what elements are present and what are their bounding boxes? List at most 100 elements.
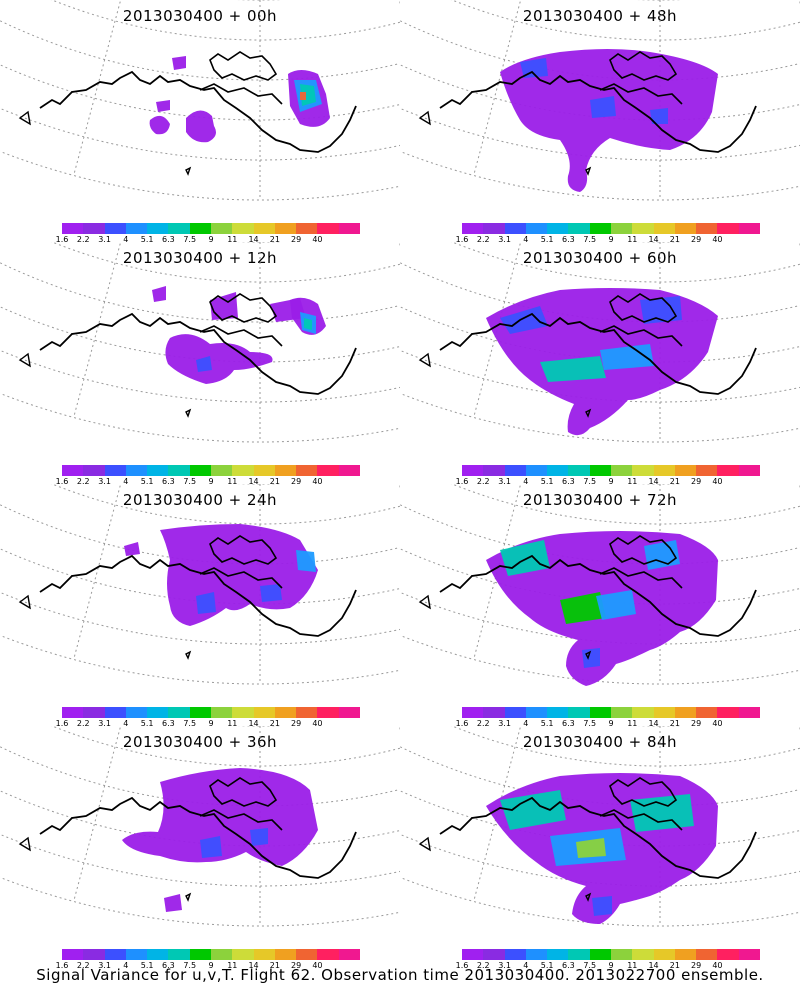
colorbar-swatch [674, 707, 697, 718]
map-panel-48h: 2013030400 + 48h 1.6 2.2 3.1 4 5.1 6.3 7.5 9 11 1… [400, 0, 800, 245]
variance-region [152, 286, 166, 302]
colorbar-swatch [568, 465, 590, 476]
colorbar-tick-label: 21 [269, 961, 280, 970]
colorbar-swatch [696, 707, 718, 718]
colorbar-swatch [83, 707, 105, 718]
colorbar-tick-label: 9 [608, 477, 614, 486]
colorbar-tick-label: 21 [269, 719, 280, 728]
colorbar-tick-label: 1.6 [55, 961, 69, 970]
colorbar-swatch [274, 949, 297, 960]
colorbar-swatch [717, 465, 739, 476]
colorbar-tick-label: 29 [691, 961, 702, 970]
colorbar-swatch [253, 465, 275, 476]
colorbar-tick-label: 40 [712, 961, 723, 970]
colorbar-swatch [547, 223, 569, 234]
panel-title: 2013030400 + 60h [522, 249, 678, 267]
colorbar-tick-label: 14 [248, 719, 259, 728]
colorbar-swatch [632, 707, 654, 718]
map-panel-84h: 2013030400 + 84h 1.6 2.2 3.1 4 5.1 6.3 7.5 9 11 1… [400, 726, 800, 971]
map-panel-36h: 2013030400 + 36h 1.6 2.2 3.1 4 5.1 6.3 7.5 9 11 1… [0, 726, 400, 971]
colorbar-tick-label: 1.6 [55, 719, 69, 728]
colorbar-swatch [696, 949, 718, 960]
colorbar-tick-label: 29 [291, 719, 302, 728]
longitude-gridline [798, 484, 800, 489]
colorbar [62, 949, 360, 960]
colorbar-swatch [653, 707, 675, 718]
variance-map [0, 242, 400, 443]
colorbar-tick-label: 3.1 [498, 719, 511, 728]
coastline [599, 51, 683, 105]
colorbar-tick-label: 29 [691, 719, 702, 728]
coastline [418, 352, 592, 418]
colorbar-tick-label: 4 [523, 235, 529, 244]
colorbar-tick-label: 3.1 [98, 477, 111, 486]
colorbar-swatch [589, 223, 611, 234]
colorbar-tick-label: 4 [123, 961, 129, 970]
colorbar-swatch [232, 707, 254, 718]
colorbar-tick-label: 6.3 [562, 719, 575, 728]
colorbar-tick-label: 21 [669, 961, 680, 970]
colorbar-swatch [504, 949, 526, 960]
colorbar-tick-label: 4 [123, 719, 129, 728]
colorbar-swatch [717, 707, 739, 718]
colorbar-swatch [317, 465, 339, 476]
latitude-gridline [0, 262, 400, 323]
latitude-gridline [0, 64, 400, 121]
variance-map [0, 726, 400, 927]
colorbar-tick-label: 4 [523, 961, 529, 970]
colorbar-tick-label: 7.5 [583, 719, 597, 728]
colorbar-tick-label: 5.1 [540, 477, 554, 486]
colorbar-tick-label: 11 [627, 235, 638, 244]
latitude-gridline [450, 484, 800, 525]
colorbar-tick-label: 3.1 [498, 961, 511, 970]
colorbar-ticks: 1.6 2.2 3.1 4 5.1 6.3 7.5 9 11 14 21 29 40 [50, 719, 370, 731]
latitude-gridline [0, 20, 400, 81]
longitude-gridline [798, 242, 800, 247]
colorbar-tick-label: 5.1 [140, 719, 154, 728]
colorbar-tick-label: 11 [627, 719, 638, 728]
colorbar-tick-label: 2.2 [476, 477, 490, 486]
colorbar-swatch [338, 223, 360, 234]
colorbar-tick-label: 21 [269, 477, 280, 486]
colorbar-swatch [296, 465, 318, 476]
variance-region [592, 896, 612, 916]
colorbar-swatch [653, 223, 675, 234]
panel-title: 2013030400 + 24h [122, 491, 278, 509]
colorbar-swatch [483, 223, 505, 234]
coastline [39, 312, 357, 395]
colorbar-swatch [168, 223, 190, 234]
colorbar-swatch [738, 465, 760, 476]
variance-map [400, 0, 800, 201]
colorbar-tick-label: 40 [312, 719, 323, 728]
colorbar-tick-label: 21 [669, 719, 680, 728]
colorbar-tick-label: 11 [227, 477, 238, 486]
colorbar-swatch [253, 949, 275, 960]
variance-region [576, 838, 606, 858]
colorbar-tick-label: 9 [208, 477, 214, 486]
colorbar-swatch [568, 949, 590, 960]
colorbar-ticks: 1.6 2.2 3.1 4 5.1 6.3 7.5 9 11 14 21 29 40 [50, 961, 370, 973]
latitude-gridline [450, 0, 800, 41]
colorbar-swatch [253, 223, 275, 234]
variance-region [540, 356, 606, 382]
colorbar-swatch [274, 465, 297, 476]
colorbar-ticks: 1.6 2.2 3.1 4 5.1 6.3 7.5 9 11 14 21 29 40 [450, 235, 770, 247]
colorbar-tick-label: 2.2 [76, 477, 90, 486]
longitude-gridline [73, 0, 122, 176]
colorbar-tick-label: 14 [248, 477, 259, 486]
colorbar-tick-label: 6.3 [562, 235, 575, 244]
colorbar-swatch [147, 465, 169, 476]
colorbar-swatch [253, 707, 275, 718]
colorbar-swatch [547, 465, 569, 476]
colorbar-tick-label: 3.1 [98, 961, 111, 970]
colorbar-tick-label: 14 [248, 961, 259, 970]
colorbar-tick-label: 29 [691, 235, 702, 244]
colorbar-tick-label: 7.5 [583, 961, 597, 970]
coastline [439, 796, 757, 879]
colorbar-swatch [717, 949, 739, 960]
colorbar-swatch [296, 707, 318, 718]
coastline [599, 293, 683, 347]
coastline [418, 110, 592, 176]
colorbar-tick-label: 11 [227, 719, 238, 728]
colorbar-tick-label: 3.1 [498, 235, 511, 244]
